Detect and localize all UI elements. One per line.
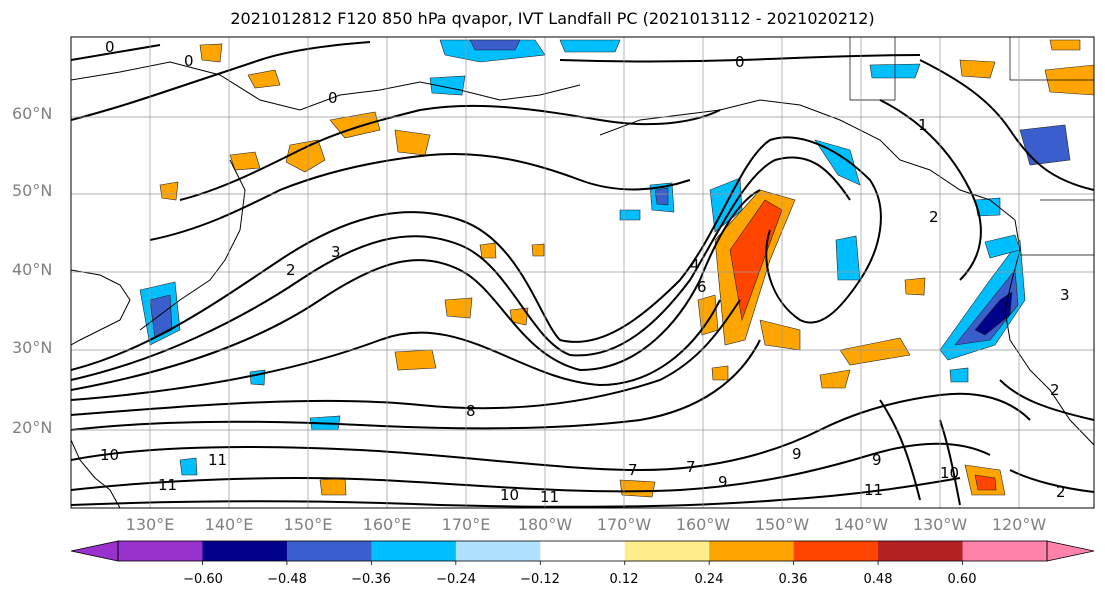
contour-label: 11 bbox=[540, 488, 559, 506]
lon-label: 140°W bbox=[833, 515, 889, 534]
contour-label: 2 bbox=[1050, 381, 1060, 399]
map-title: 2021012812 F120 850 hPa qvapor, IVT Land… bbox=[230, 9, 875, 28]
lon-label: 180°W bbox=[517, 515, 573, 534]
colorbar-tick-label: −0.36 bbox=[351, 572, 391, 587]
contour-label: 3 bbox=[1060, 286, 1070, 304]
coastlines bbox=[71, 37, 1094, 508]
colorbar-border bbox=[117, 540, 1048, 562]
colorbar-tick-label: 0.12 bbox=[609, 572, 639, 587]
colorbar-tick-label: −0.12 bbox=[520, 572, 560, 587]
colorbar-swatch bbox=[455, 541, 541, 561]
lon-label: 160°E bbox=[362, 515, 412, 534]
contour-label: 4 bbox=[690, 256, 700, 274]
colorbar-swatch bbox=[118, 541, 203, 561]
lat-label: 60°N bbox=[12, 104, 53, 123]
colorbar-swatch bbox=[624, 541, 710, 561]
colorbar-tick-label: −0.24 bbox=[436, 572, 476, 587]
contour-label: 11 bbox=[158, 476, 177, 494]
graticule bbox=[71, 37, 1094, 508]
colorbar-extend-max bbox=[1046, 540, 1095, 562]
colorbar-swatch bbox=[962, 541, 1048, 561]
contour-label: 7 bbox=[686, 458, 696, 476]
lat-label: 50°N bbox=[12, 181, 53, 200]
contour-label: 2 bbox=[286, 261, 296, 279]
contour-label: 9 bbox=[718, 473, 728, 491]
lon-label: 170°W bbox=[596, 515, 652, 534]
colorbar-swatch bbox=[709, 541, 795, 561]
map-background bbox=[71, 37, 1094, 508]
colorbar-tick-label: 0.48 bbox=[863, 572, 893, 587]
colorbar-swatch bbox=[202, 541, 288, 561]
contour-label: 0 bbox=[735, 53, 745, 71]
lat-label: 40°N bbox=[12, 260, 53, 279]
contour-label: 0 bbox=[105, 38, 115, 56]
lon-label: 130°E bbox=[125, 515, 175, 534]
colorbar bbox=[70, 540, 1095, 565]
contour-label: 7 bbox=[628, 461, 638, 479]
contour-label: 9 bbox=[792, 445, 802, 463]
lon-label: 160°W bbox=[675, 515, 731, 534]
contour-label: 11 bbox=[208, 451, 227, 469]
colorbar-swatch bbox=[878, 541, 964, 561]
colorbar-swatch bbox=[540, 541, 626, 561]
colorbar-tick-label: −0.60 bbox=[183, 572, 223, 587]
contour-label: 8 bbox=[466, 402, 476, 420]
ivt-contours bbox=[71, 41, 1094, 508]
colorbar-tick-label: 0.24 bbox=[694, 572, 724, 587]
colorbar-swatch bbox=[286, 541, 372, 561]
lon-label: 130°W bbox=[912, 515, 968, 534]
lon-label: 150°W bbox=[754, 515, 810, 534]
lon-label: 150°E bbox=[283, 515, 333, 534]
lat-label: 20°N bbox=[12, 418, 53, 437]
contour-label: 6 bbox=[697, 278, 707, 296]
contour-label: 3 bbox=[331, 243, 341, 261]
colorbar-swatch bbox=[793, 541, 879, 561]
lon-label: 140°E bbox=[204, 515, 254, 534]
colorbar-swatch bbox=[371, 541, 457, 561]
contour-label: 2 bbox=[929, 208, 939, 226]
colorbar-tick-label: 0.36 bbox=[778, 572, 808, 587]
contour-label: 10 bbox=[940, 464, 959, 482]
map-frame bbox=[70, 36, 1095, 509]
lon-label: 120°W bbox=[991, 515, 1047, 534]
contour-label: 9 bbox=[872, 451, 882, 469]
contour-label: 0 bbox=[184, 52, 194, 70]
colorbar-tick-label: −0.48 bbox=[267, 572, 307, 587]
contour-label: 10 bbox=[100, 446, 119, 464]
contour-label: 0 bbox=[328, 89, 338, 107]
colorbar-tick-label: 0.60 bbox=[947, 572, 977, 587]
lat-label: 30°N bbox=[12, 338, 53, 357]
contour-label: 1 bbox=[918, 116, 928, 134]
contour-label: 2 bbox=[1056, 483, 1066, 501]
contour-label: 10 bbox=[500, 486, 519, 504]
colorbar-extend-min bbox=[70, 540, 119, 562]
lon-label: 170°E bbox=[441, 515, 491, 534]
contour-label: 11 bbox=[864, 481, 883, 499]
